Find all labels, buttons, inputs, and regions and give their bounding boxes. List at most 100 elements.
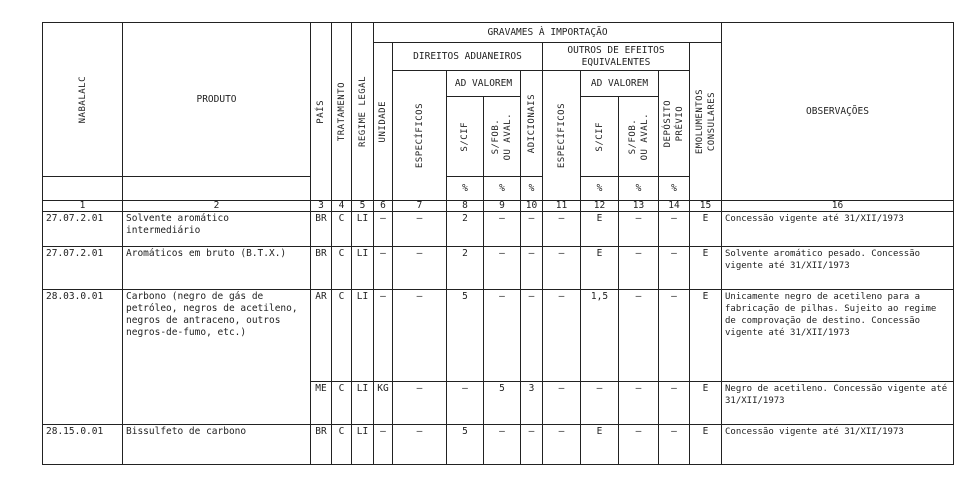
- header-sfob-2: S/FOB. OU AVAL.: [618, 96, 659, 177]
- pais-cell: BR: [310, 246, 332, 290]
- header-unidade: UNIDADE: [373, 42, 393, 201]
- pais-cell: ME: [310, 381, 332, 425]
- unidade-cell: —: [373, 424, 393, 465]
- deposito-cell: —: [658, 381, 690, 425]
- sfob-cell: 5: [483, 381, 521, 425]
- regime-cell: LI: [351, 289, 374, 382]
- table-row: ME C LI KG — —5 3— — — — E Negro de acetileno. Conc…: [43, 381, 954, 425]
- pais-cell: BR: [310, 424, 332, 465]
- especificos-cell: —: [392, 424, 447, 465]
- sfob-cell: —: [483, 246, 521, 290]
- outros-scif-cell: 1,5: [580, 289, 619, 382]
- regime-cell: LI: [351, 211, 374, 247]
- outros-sfob-cell: —: [618, 381, 659, 425]
- regime-cell: LI: [351, 424, 374, 465]
- table-row: 28.03.0.01 Carbono (negro de gás de petró…: [42, 289, 954, 425]
- table-row: 28.15.0.01 Bissulfeto de carbono BR C LI — —5—…: [42, 424, 954, 465]
- especificos-cell: —: [392, 289, 447, 382]
- column-number: 2: [122, 200, 311, 212]
- observacoes-cell: Negro de acetileno. Concessão vigente at…: [721, 381, 954, 425]
- column-number: 5: [351, 200, 374, 212]
- column-number: 11: [542, 200, 581, 212]
- header-pais: PAÍS: [310, 22, 332, 201]
- pais-cell: AR: [310, 289, 332, 382]
- nabalalc-cell: 28.15.0.01: [42, 424, 123, 465]
- header-gravames: GRAVAMES À IMPORTAÇÃO: [373, 22, 722, 43]
- emolumentos-cell: E: [689, 289, 722, 382]
- observacoes-cell: Unicamente negro de acetileno para a fab…: [721, 289, 954, 382]
- especificos-cell: —: [392, 381, 447, 425]
- tratamento-cell: C: [331, 381, 352, 425]
- outros-especificos-cell: —: [542, 289, 581, 382]
- emolumentos-cell: E: [689, 246, 722, 290]
- produto-cell: Carbono (negro de gás de petróleo, negro…: [122, 289, 311, 425]
- scif-cell: —: [446, 381, 484, 425]
- pct-label: %: [618, 176, 659, 201]
- emolumentos-cell: E: [689, 211, 722, 247]
- pct-label: %: [580, 176, 619, 201]
- column-number: 3: [310, 200, 332, 212]
- produto-cell: Solvente aromático intermediário: [122, 211, 311, 247]
- produto-cell: Bissulfeto de carbono: [122, 424, 311, 465]
- sfob-cell: —: [483, 424, 521, 465]
- outros-sfob-cell: —: [618, 246, 659, 290]
- tratamento-cell: C: [331, 246, 352, 290]
- unidade-cell: —: [373, 289, 393, 382]
- header-emolumentos: EMOLUMENTOS CONSULARES: [689, 42, 722, 201]
- sfob-cell: —: [483, 289, 521, 382]
- header-tratamento: TRATAMENTO: [331, 22, 352, 201]
- header-ad-valorem-2: AD VALOREM: [580, 70, 659, 97]
- observacoes-cell: Solvente aromático pesado. Concessão vig…: [721, 246, 954, 290]
- header-observacoes: OBSERVAÇÕES: [721, 22, 954, 201]
- adicionais-cell: —: [520, 211, 543, 247]
- sfob-cell: —: [483, 211, 521, 247]
- header-regime-legal: REGIME LEGAL: [351, 22, 374, 201]
- header-produto: PRODUTO: [122, 22, 311, 177]
- blank: [42, 176, 123, 201]
- outros-especificos-cell: —: [542, 246, 581, 290]
- deposito-cell: —: [658, 424, 690, 465]
- column-number: 6: [373, 200, 393, 212]
- column-number: 12: [580, 200, 619, 212]
- outros-especificos-cell: —: [542, 381, 581, 425]
- deposito-cell: —: [658, 289, 690, 382]
- observacoes-cell: Concessão vigente até 31/XII/1973: [721, 424, 954, 465]
- adicionais-cell: —: [520, 246, 543, 290]
- outros-sfob-cell: —: [618, 424, 659, 465]
- header-direitos: DIREITOS ADUANEIROS: [392, 42, 543, 71]
- scif-cell: 2: [446, 246, 484, 290]
- column-number: 15: [689, 200, 722, 212]
- column-number: 4: [331, 200, 352, 212]
- column-number: 7: [392, 200, 447, 212]
- observacoes-cell: Concessão vigente até 31/XII/1973: [721, 211, 954, 247]
- emolumentos-cell: E: [689, 424, 722, 465]
- outros-scif-cell: E: [580, 424, 619, 465]
- unidade-cell: KG: [373, 381, 393, 425]
- column-number-row: 1 2 3 4 5 6 7 8 9 10 11 12 13 14 15 16: [42, 200, 954, 212]
- scif-cell: 2: [446, 211, 484, 247]
- header-deposito-previo: DEPÓSITO PRÉVIO: [658, 70, 690, 177]
- outros-sfob-cell: —: [618, 289, 659, 382]
- scif-cell: 5: [446, 289, 484, 382]
- header-especificos-1: ESPECÍFICOS: [392, 70, 447, 201]
- deposito-cell: —: [658, 211, 690, 247]
- nabalalc-cell: 27.07.2.01: [42, 246, 123, 290]
- nabalalc-cell: 27.07.2.01: [42, 211, 123, 247]
- pct-label: %: [520, 176, 543, 201]
- outros-sfob-cell: —: [618, 211, 659, 247]
- tariff-table: NABALALC PRODUTO PAÍS TRATAMENTO REGIME …: [42, 22, 954, 465]
- column-number: 1: [42, 200, 123, 212]
- column-number: 10: [520, 200, 543, 212]
- table-row: 27.07.2.01 Solvente aromático intermediár…: [42, 211, 954, 247]
- unidade-cell: —: [373, 211, 393, 247]
- table-row: 27.07.2.01 Aromáticos em bruto (B.T.X.) BR…: [42, 246, 954, 290]
- tratamento-cell: C: [331, 211, 352, 247]
- unidade-cell: —: [373, 246, 393, 290]
- header-nabalalc: NABALALC: [42, 22, 123, 177]
- outros-especificos-cell: —: [542, 211, 581, 247]
- scif-cell: 5: [446, 424, 484, 465]
- column-number: 8: [446, 200, 484, 212]
- outros-scif-cell: —: [580, 381, 619, 425]
- produto-cell: Aromáticos em bruto (B.T.X.): [122, 246, 311, 290]
- adicionais-cell: —: [520, 424, 543, 465]
